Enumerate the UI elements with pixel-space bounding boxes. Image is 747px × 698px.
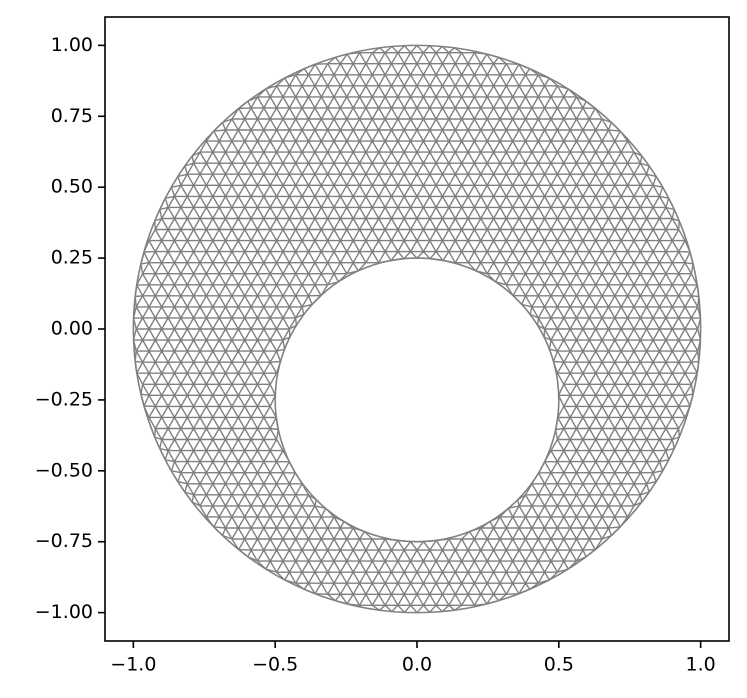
x-tick-label: 0.5 (544, 654, 574, 676)
y-tick-label: −0.75 (35, 530, 93, 552)
x-tick-label: −1.0 (110, 654, 156, 676)
x-tick-label: 1.0 (686, 654, 716, 676)
inner-boundary (274, 257, 560, 543)
y-tick-label: −0.50 (35, 459, 93, 481)
x-tick-label: 0.0 (402, 654, 432, 676)
y-tick-label: −0.25 (35, 388, 93, 410)
outer-boundary (132, 44, 702, 614)
y-tick-label: 0.25 (51, 247, 93, 269)
y-tick-label: 0.50 (51, 176, 93, 198)
mesh (132, 44, 702, 614)
y-tick-label: 1.00 (51, 34, 93, 56)
y-tick-label: 0.00 (51, 318, 93, 340)
y-tick-label: 0.75 (51, 105, 93, 127)
y-tick-label: −1.00 (35, 601, 93, 623)
x-tick-label: −0.5 (252, 654, 298, 676)
